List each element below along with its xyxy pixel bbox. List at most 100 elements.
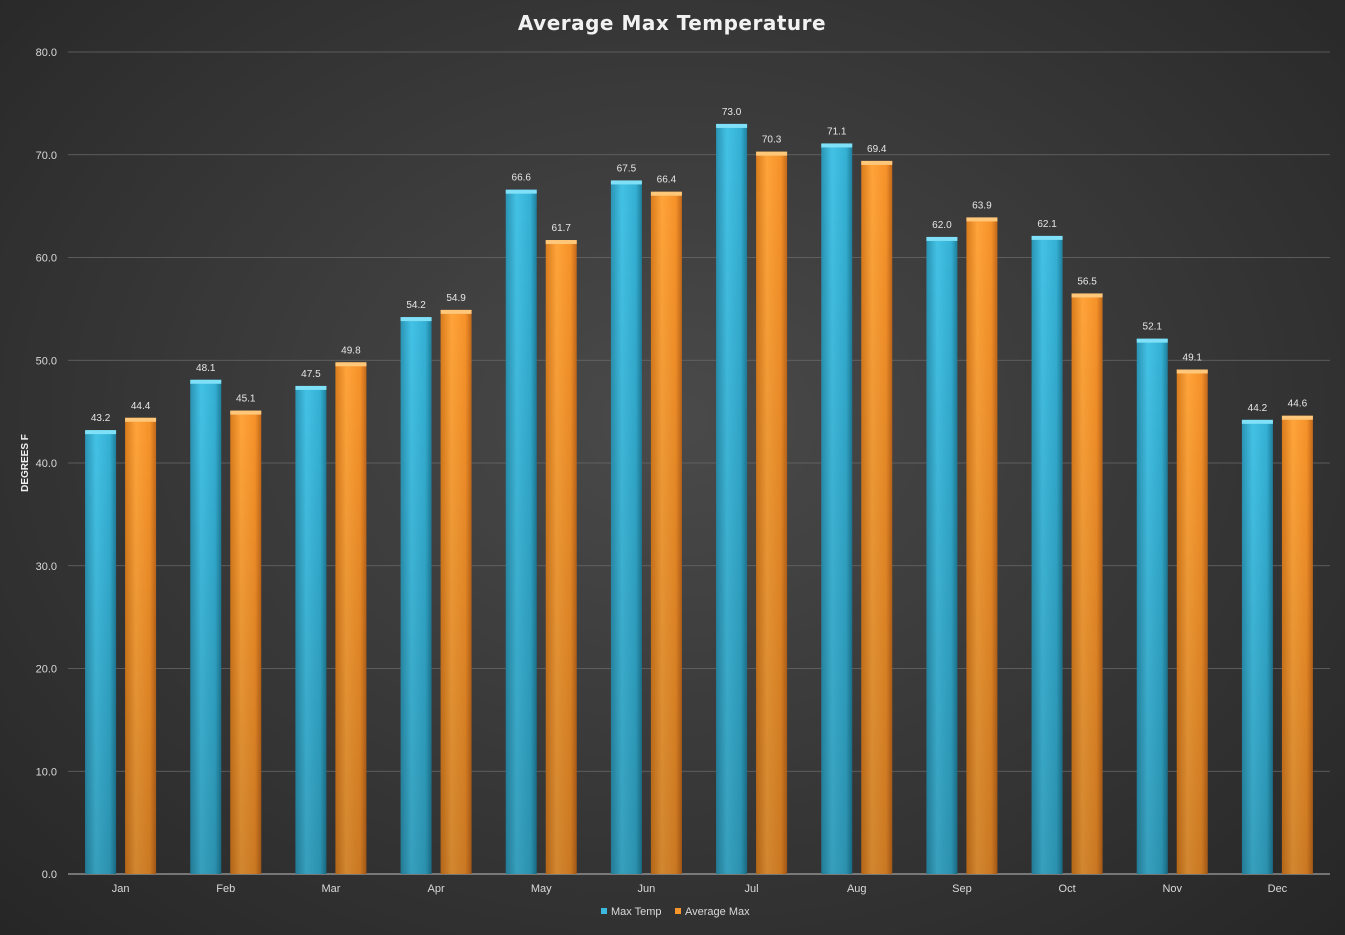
data-label: 47.5 [301, 369, 321, 380]
x-tick-label: Nov [1162, 883, 1182, 895]
data-label: 67.5 [617, 163, 637, 174]
bar-cap [125, 417, 157, 422]
data-label: 44.6 [1288, 399, 1308, 410]
data-label: 56.5 [1077, 276, 1097, 287]
bar-cap [756, 151, 788, 156]
bar-shade [821, 143, 853, 874]
data-label: 71.1 [827, 126, 847, 137]
bar-cap [650, 191, 682, 196]
bar-cap [821, 143, 853, 148]
data-label: 43.2 [91, 413, 111, 424]
y-tick-label: 70.0 [36, 150, 57, 162]
x-tick-label: Aug [847, 883, 867, 895]
bar-cap [1281, 415, 1313, 420]
bar-shade [1071, 293, 1103, 874]
bar-shade [610, 180, 642, 874]
bar-cap [505, 189, 537, 194]
x-tick-label: Feb [216, 883, 235, 895]
data-label: 44.2 [1248, 403, 1268, 414]
bar-shade [1031, 235, 1063, 875]
bar-shade [1281, 415, 1313, 874]
bar-cap [440, 309, 472, 314]
bar-cap [861, 160, 893, 165]
bar-cap [230, 410, 262, 415]
y-axis-label: DEGREES F [20, 434, 31, 492]
bar-shade [505, 189, 537, 874]
x-tick-label: Sep [952, 883, 972, 895]
y-tick-label: 60.0 [36, 253, 57, 265]
x-tick-label: Jun [638, 883, 656, 895]
bar-shade [1241, 419, 1273, 874]
y-tick-label: 0.0 [42, 869, 57, 881]
bar-cap [926, 236, 958, 241]
bar-cap [400, 317, 432, 322]
data-label: 48.1 [196, 363, 216, 374]
bar-shade [190, 379, 222, 874]
bar-cap [1071, 293, 1103, 298]
legend: Max Temp Average Max [601, 906, 750, 918]
data-label: 66.4 [657, 175, 677, 186]
y-axis-ticks: 0.0 10.0 20.0 30.0 40.0 50.0 60.0 70.0 80.0 [36, 47, 57, 881]
bar-cap [1031, 235, 1063, 240]
data-label: 52.1 [1143, 322, 1163, 333]
bar-shade [335, 362, 367, 874]
chart-title: Average Max Temperature [518, 11, 826, 35]
data-label: 62.1 [1037, 219, 1057, 230]
legend-swatch-max-temp [601, 908, 607, 914]
data-label: 49.1 [1183, 352, 1203, 363]
x-tick-label: Jan [112, 883, 130, 895]
y-tick-label: 20.0 [36, 664, 57, 676]
y-tick-label: 30.0 [36, 561, 57, 573]
x-tick-label: Jul [745, 883, 759, 895]
bar-cap [295, 385, 327, 390]
data-label: 70.3 [762, 135, 782, 146]
data-label: 49.8 [341, 345, 361, 356]
bar-shade [966, 217, 998, 875]
bar-cap [610, 180, 642, 185]
y-tick-label: 50.0 [36, 355, 57, 367]
data-label: 63.9 [972, 200, 992, 211]
x-axis-ticks: Jan Feb Mar Apr May Jun Jul Aug Sep Oct Nov Dec [112, 883, 1288, 895]
y-tick-label: 40.0 [36, 458, 57, 470]
legend-label: Max Temp [611, 906, 662, 918]
legend-swatch-average-max [675, 908, 681, 914]
bar-shade [756, 151, 788, 875]
bar-shade [716, 123, 748, 875]
gridlines [68, 51, 1330, 875]
x-tick-label: May [531, 883, 552, 895]
bar-shade [440, 309, 472, 875]
bar-cap [966, 217, 998, 222]
data-label: 66.6 [512, 173, 532, 184]
bar-shade [1136, 338, 1168, 874]
bar-shade [230, 410, 262, 874]
data-label: 54.2 [406, 300, 426, 311]
x-tick-label: Mar [321, 883, 340, 895]
bar-shade [926, 236, 958, 874]
x-tick-label: Apr [428, 883, 445, 895]
bar-shade [545, 240, 577, 875]
y-tick-label: 80.0 [36, 47, 57, 59]
data-label: 62.0 [932, 220, 952, 231]
bar-cap [190, 379, 222, 384]
data-label: 44.4 [131, 401, 151, 412]
bars [85, 123, 1313, 875]
y-tick-label: 10.0 [36, 766, 57, 778]
bar-shade [650, 191, 682, 875]
bar-cap [85, 430, 117, 435]
bar-cap [1136, 338, 1168, 343]
data-label: 69.4 [867, 144, 887, 155]
bar-cap [545, 240, 577, 245]
bar-cap [1176, 369, 1208, 374]
bar-shade [1176, 369, 1208, 874]
data-labels: 43.2 44.4 48.1 45.1 47.5 49.8 54.2 54.9 66.6 61.7… [91, 107, 1308, 424]
bar-shade [861, 160, 893, 875]
bar-shade [400, 317, 432, 875]
bar-shade [295, 385, 327, 874]
data-label: 54.9 [446, 293, 466, 304]
legend-label: Average Max [685, 906, 750, 918]
bar-cap [335, 362, 367, 367]
data-label: 61.7 [552, 223, 572, 234]
x-tick-label: Dec [1268, 883, 1288, 895]
